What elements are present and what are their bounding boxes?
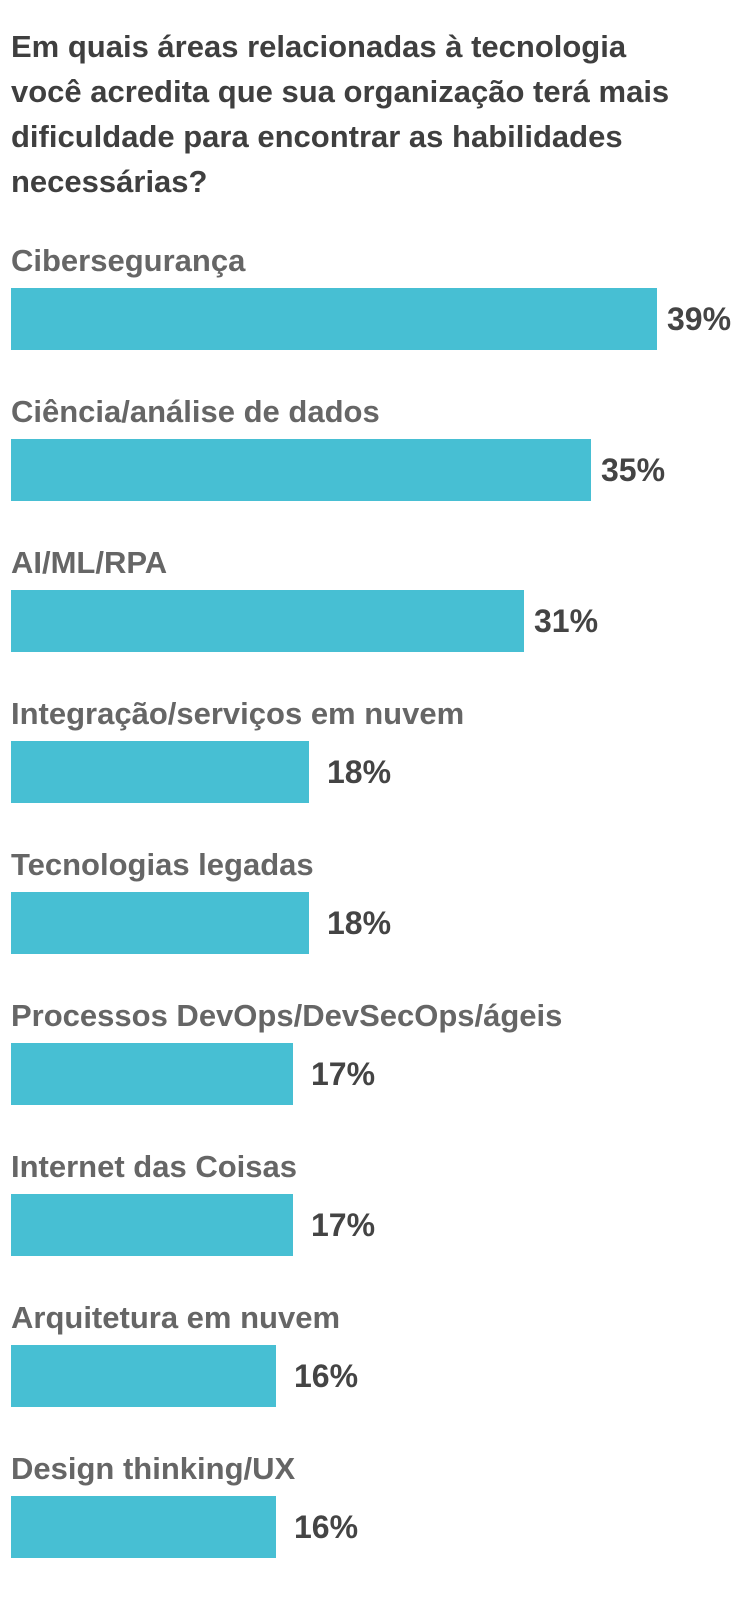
value-label: 16% [294, 1358, 359, 1394]
value-label: 17% [311, 1056, 376, 1092]
value-label: 18% [327, 754, 392, 790]
category-label: Internet das Coisas [11, 1149, 297, 1184]
value-label: 16% [294, 1509, 359, 1545]
bar [11, 1345, 276, 1407]
bar [11, 1043, 293, 1105]
bar [11, 892, 309, 954]
category-label: Integração/serviços em nuvem [11, 696, 465, 731]
category-label: Ciência/análise de dados [11, 394, 380, 429]
bar [11, 439, 591, 501]
value-label: 31% [534, 603, 599, 639]
chart-title: Em quais áreas relacionadas à tecnologia… [11, 29, 670, 199]
bar [11, 1496, 276, 1558]
category-label: Processos DevOps/DevSecOps/ágeis [11, 998, 563, 1033]
category-label: AI/ML/RPA [11, 545, 168, 580]
value-label: 18% [327, 905, 392, 941]
bar [11, 741, 309, 803]
value-label: 35% [601, 452, 666, 488]
value-label: 17% [311, 1207, 376, 1243]
value-label: 39% [667, 301, 732, 337]
category-label: Arquitetura em nuvem [11, 1300, 341, 1335]
category-label: Cibersegurança [11, 243, 246, 278]
bar [11, 1194, 293, 1256]
bar [11, 288, 657, 350]
category-label: Design thinking/UX [11, 1451, 296, 1486]
category-label: Tecnologias legadas [11, 847, 314, 882]
bar [11, 590, 524, 652]
